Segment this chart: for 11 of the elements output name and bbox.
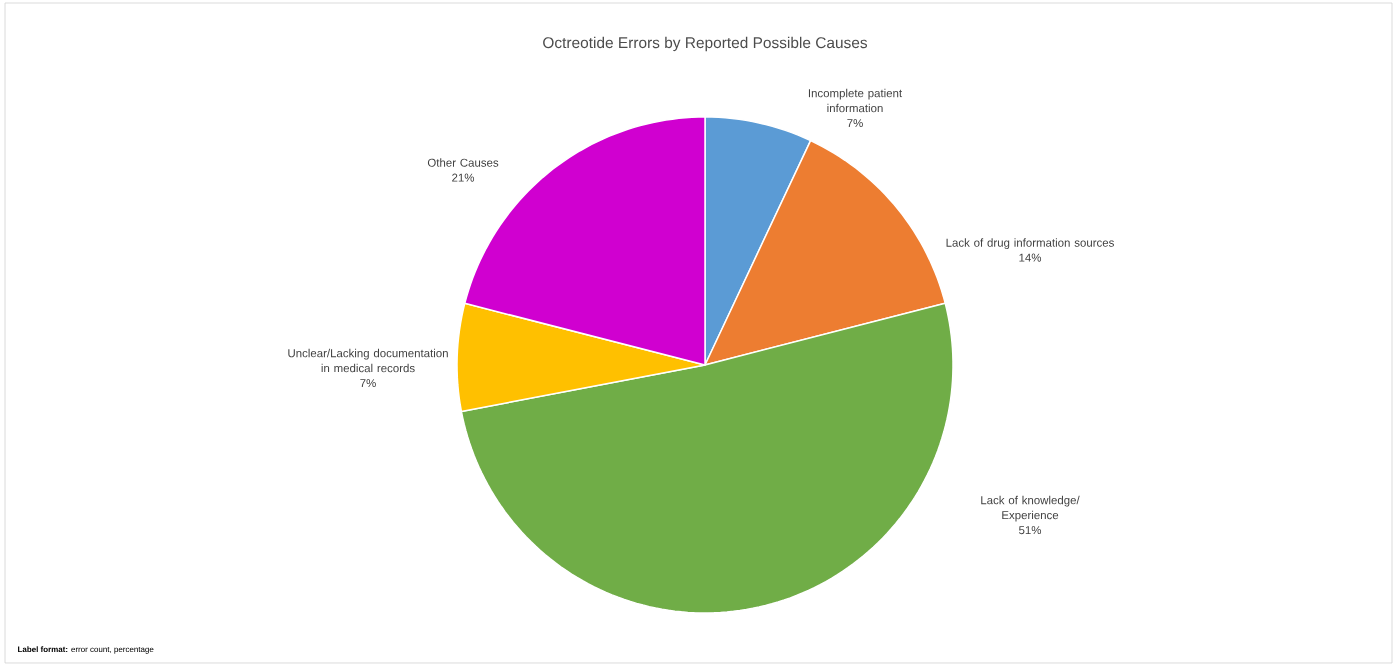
data-label: 14%: [1019, 253, 1042, 262]
slice-label: Lack of knowledge/ Experience: [981, 495, 1080, 522]
data-label: 21%: [452, 173, 475, 182]
slice-label: Other Causes: [427, 158, 499, 167]
data-label: 7%: [847, 119, 863, 128]
slice-label: Lack of drug information sources: [946, 238, 1114, 249]
data-label: 7%: [360, 379, 376, 388]
data-label: 51%: [1019, 526, 1042, 535]
slice-label: Incomplete patient information: [808, 88, 903, 113]
slice-label: Unclear/Lacking documentation in medical records: [288, 348, 448, 373]
chart-title: Octreotide Errors by Reported Possible Causes: [543, 36, 868, 52]
